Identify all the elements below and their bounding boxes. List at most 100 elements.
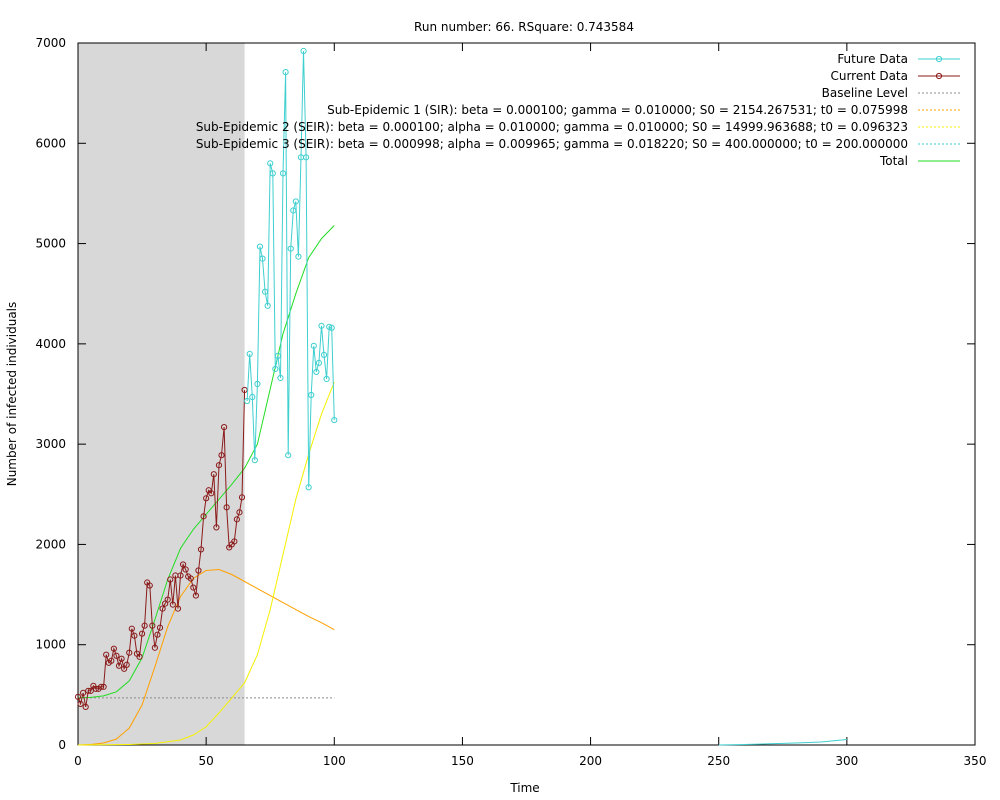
current-data-point [210,471,217,478]
future-data-point [285,452,292,459]
future-data-point [256,243,264,250]
future-data-point [287,245,294,252]
current-data-point [154,631,161,638]
legend-label-sub-epidemic-2-seir: Sub-Epidemic 2 (SEIR): beta = 0.000100; … [196,120,908,134]
y-tick-label: 2000 [35,537,66,551]
shaded-region-layer [78,43,245,745]
future-data-point [305,484,312,491]
current-data-point [128,625,135,632]
future-data-point [259,255,266,262]
current-data-point [231,538,238,545]
future-data-point [313,368,320,376]
current-data-point [74,693,82,700]
current-data-point [92,685,100,692]
legend-label-total: Total [879,154,908,168]
y-axis-label: Number of infected individuals [5,302,19,487]
y-tick-label: 7000 [35,36,66,50]
current-data-point [97,683,105,690]
shaded-fit-region [78,43,245,745]
sub-epidemic-3-seir-line [718,739,847,746]
current-data-line [77,389,246,707]
current-data-point [213,524,220,531]
current-data-point [136,653,143,660]
future-data-point [254,380,261,388]
current-data-point [146,582,153,589]
future-data-point [310,342,317,349]
legend-label-baseline-level: Baseline Level [822,86,908,100]
current-data-point [87,687,94,694]
legend-label-current-data: Current Data [830,69,908,83]
x-tick-label: 50 [199,754,214,768]
sub-epidemic-2-seir-line [77,381,335,746]
legend-marker-future-data [935,55,943,63]
current-data-point [238,494,246,501]
current-data-point [236,509,243,516]
current-data-point [179,561,187,568]
current-data-point [195,567,202,574]
future-data-point [323,375,330,383]
x-tick-label: 150 [451,754,474,768]
future-data-point [249,393,256,401]
axis-frame-layer: 0 50 100 150 200 250 300 350 0 1000 2000 3000 4000 50… [35,36,986,768]
current-data-point [118,655,125,662]
plot-frame [77,42,976,746]
future-data-point [300,47,307,55]
y-tick-label: 3000 [35,437,66,451]
future-data-point [244,397,251,405]
current-data-point [190,584,197,591]
legend-label-sub-epidemic-1-sir: Sub-Epidemic 1 (SIR): beta = 0.000100; g… [327,103,908,117]
legend-label-sub-epidemic-3-seir: Sub-Epidemic 3 (SEIR): beta = 0.000998; … [196,137,908,151]
y-tick-label: 4000 [35,337,66,351]
future-data-point [274,352,282,359]
future-data-point [328,324,335,331]
future-data-point [251,457,258,464]
current-data-point [220,423,228,431]
legend-marker-current-data [935,72,943,80]
x-tick-label: 0 [74,754,82,768]
future-data-point [308,391,315,399]
current-data-point [223,504,230,511]
current-data-point [115,662,123,669]
current-data-point [182,566,189,573]
future-data-line [246,50,335,488]
future-data-point [277,374,284,382]
future-data-point [318,322,325,329]
current-data-point [156,624,164,631]
current-data-point [233,516,240,523]
y-tick-label: 0 [58,738,66,752]
future-data-point [315,359,323,367]
current-data-point [241,386,248,394]
legend: Future Data Current Data Baseline Level Sub… [196,52,960,168]
future-data-point [261,288,269,295]
x-tick-label: 350 [964,754,987,768]
series-layer [74,47,847,746]
legend-label-future-data: Future Data [837,52,908,66]
current-data-point [203,495,210,502]
current-data-point [82,703,89,710]
current-data-point [131,632,138,639]
current-data-point [100,683,107,690]
future-data-point [290,207,297,214]
current-data-point [151,644,158,651]
text-layer: Run number: 66. RSquare: 0.743584 Time N… [5,20,634,795]
future-data-point [267,160,274,167]
future-data-point [282,68,289,76]
current-data-point [126,649,133,656]
current-data-point [218,452,225,459]
future-data-point [295,253,302,260]
current-data-point [169,601,176,608]
current-data-point [141,622,148,629]
sub-epidemic-1-sir-line [77,568,335,746]
current-data-point [164,596,171,603]
x-axis-label: Time [509,781,539,795]
current-data-point [80,689,87,696]
current-data-point [113,652,120,659]
current-data-point [197,546,205,553]
current-data-point [85,687,92,694]
future-data-point [302,154,310,161]
future-data-point [279,170,287,177]
current-data-point [110,645,117,652]
current-data-point [108,657,115,664]
future-data-point [246,350,253,357]
